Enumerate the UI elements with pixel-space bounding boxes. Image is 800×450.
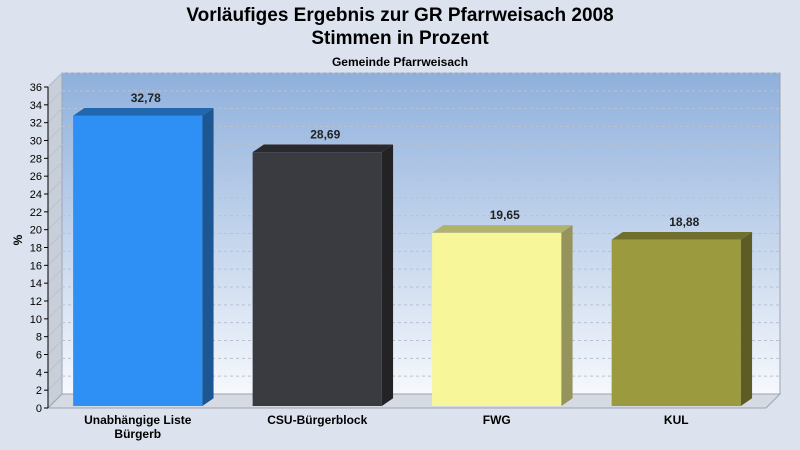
x-tick-label: Unabhängige Liste [84, 413, 192, 427]
bar-value-label: 19,65 [490, 208, 520, 222]
bar-value-label: 28,69 [310, 127, 340, 141]
y-tick-label: 22 [30, 207, 42, 219]
grid-line-side [47, 90, 63, 106]
grid-line-side [47, 233, 63, 248]
bar [252, 144, 394, 406]
y-tick-label: 36 [30, 82, 42, 94]
grid-line-side [47, 250, 63, 266]
y-tick-label: 30 [30, 136, 42, 148]
y-tick-label: 0 [36, 403, 42, 415]
grid-line-side [47, 375, 63, 391]
bar-value-label: 18,88 [669, 215, 699, 229]
bar-value-label: 32,78 [131, 91, 161, 105]
grid-lines [47, 72, 780, 391]
grid-line-side [47, 108, 63, 124]
y-tick-label: 32 [30, 118, 42, 130]
y-tick-label: 34 [30, 100, 42, 112]
bar-side [740, 231, 753, 406]
grid-line-side [47, 143, 63, 159]
y-tick-label: 2 [36, 385, 42, 397]
y-tick-label: 6 [36, 350, 42, 362]
grid-line-side [47, 215, 63, 231]
chart-title-line2: Stimmen in Prozent [311, 28, 489, 49]
grid-line-side [47, 286, 63, 302]
bar-front [252, 152, 382, 406]
grid-line-side [47, 322, 63, 338]
x-tick-label: Bürgerb [114, 427, 161, 441]
y-tick-label: 10 [30, 314, 42, 326]
bar-top [432, 225, 573, 233]
grid-line-side [47, 340, 63, 355]
chart-title-line1: Vorläufiges Ergebnis zur GR Pfarrweisach… [186, 5, 614, 26]
plot-background [46, 71, 782, 410]
x-tick-label: FWG [483, 413, 511, 427]
grid-line-side [47, 72, 63, 88]
bar-top [73, 108, 214, 116]
bar-front [432, 232, 562, 406]
grid-line-side [47, 197, 63, 213]
x-tick-label: CSU-Bürgerblock [267, 413, 367, 427]
plot-floor [46, 393, 782, 409]
y-tick-label: 18 [30, 243, 42, 255]
chart-subtitle: Gemeinde Pfarrweisach [331, 55, 469, 69]
bar-front [73, 115, 203, 406]
bar [611, 231, 753, 406]
grid-line-side [47, 126, 63, 141]
grid-line-side [47, 268, 63, 284]
bar-front [611, 239, 741, 406]
bar-side [561, 225, 573, 406]
y-tick-label: 12 [30, 296, 42, 308]
y-tick-label: 28 [30, 153, 42, 165]
y-tick-label: 20 [30, 225, 42, 237]
y-tick-label: 14 [30, 278, 42, 290]
y-tick-label: 4 [36, 367, 42, 379]
y-tick-label: 8 [36, 332, 42, 344]
bar-side [202, 108, 214, 407]
bar [432, 225, 573, 406]
chart-title-block: Vorläufiges Ergebnis zur GR Pfarrweisach… [0, 4, 800, 69]
bars [73, 108, 753, 407]
bar-side [381, 144, 394, 406]
grid-line-side [47, 161, 63, 177]
y-axis-label: % [11, 234, 25, 245]
grid-line-side [47, 304, 63, 320]
grid-line-side [47, 357, 63, 373]
y-tick-label: 16 [30, 260, 42, 272]
bar-top [611, 231, 753, 240]
y-tick-label: 26 [30, 171, 42, 183]
bar [73, 108, 214, 407]
bar-top [252, 144, 394, 153]
x-tick-label: KUL [664, 413, 689, 427]
y-tick-label: 24 [30, 189, 42, 201]
grid-line-side [47, 179, 63, 195]
